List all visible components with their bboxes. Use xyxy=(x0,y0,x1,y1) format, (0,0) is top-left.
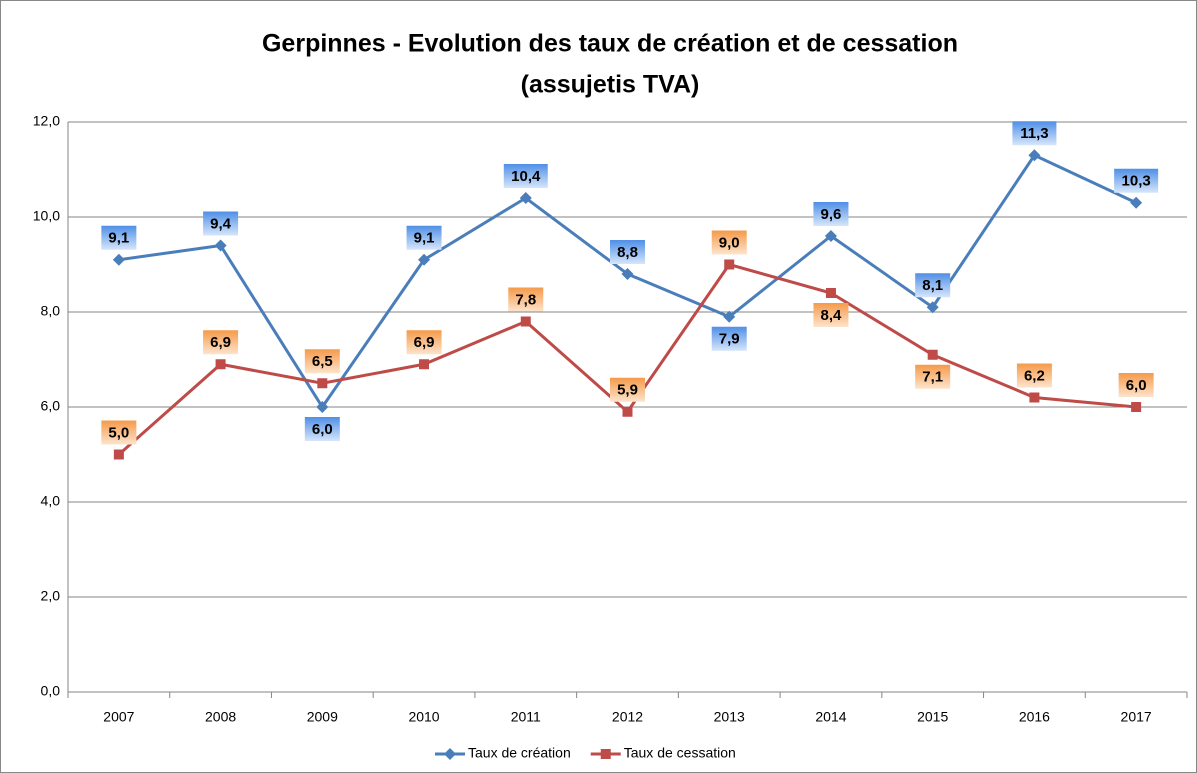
y-tick-label: 2,0 xyxy=(41,588,61,604)
marker xyxy=(621,268,634,280)
marker xyxy=(724,259,735,270)
data-label: 8,8 xyxy=(617,244,638,261)
x-tick-label: 2010 xyxy=(408,709,439,725)
marker xyxy=(316,401,329,413)
legend-label: Taux de cessation xyxy=(624,745,736,761)
marker xyxy=(824,230,837,242)
marker xyxy=(622,406,633,417)
data-label: 10,4 xyxy=(511,168,541,185)
chart-title: (assujetis TVA) xyxy=(521,71,700,99)
data-label: 10,3 xyxy=(1122,173,1151,190)
data-label-box xyxy=(508,287,544,312)
y-tick-label: 8,0 xyxy=(41,303,61,319)
data-label: 8,4 xyxy=(821,307,843,324)
marker xyxy=(1130,196,1143,209)
data-label: 6,5 xyxy=(312,353,333,370)
marker xyxy=(1131,402,1142,412)
marker xyxy=(214,239,227,252)
marker xyxy=(825,288,836,298)
marker xyxy=(519,192,532,204)
data-label-box xyxy=(203,330,239,355)
legend-label: Taux de création xyxy=(468,745,571,761)
data-label-box xyxy=(406,225,442,250)
y-tick-label: 4,0 xyxy=(41,493,61,509)
data-label-box xyxy=(1114,168,1159,193)
data-label-box xyxy=(915,273,951,298)
data-label: 9,1 xyxy=(414,230,435,247)
data-label-box xyxy=(813,202,849,226)
marker xyxy=(113,449,124,460)
marker xyxy=(723,310,736,323)
marker xyxy=(520,316,531,327)
data-label-box xyxy=(1016,363,1052,388)
y-tick-label: 12,0 xyxy=(33,113,60,129)
data-label-box xyxy=(1012,121,1057,146)
data-label-box xyxy=(503,164,548,188)
data-label-box xyxy=(1118,373,1154,397)
data-label: 9,6 xyxy=(821,206,842,223)
data-label: 6,2 xyxy=(1024,367,1045,384)
marker xyxy=(927,349,938,360)
x-tick-label: 2017 xyxy=(1121,709,1152,725)
data-label-box xyxy=(610,377,645,402)
x-tick-label: 2012 xyxy=(612,709,643,725)
data-label: 6,9 xyxy=(210,334,231,351)
x-tick-label: 2013 xyxy=(714,709,745,725)
data-label-box xyxy=(813,303,849,327)
data-label: 9,1 xyxy=(108,230,129,247)
data-label-box xyxy=(101,420,137,445)
marker xyxy=(444,748,456,760)
x-tick-label: 2014 xyxy=(815,709,846,725)
data-label: 9,4 xyxy=(210,215,232,232)
data-label-box xyxy=(304,349,340,374)
data-label: 11,3 xyxy=(1020,125,1048,142)
y-tick-label: 6,0 xyxy=(41,398,61,414)
data-label: 8,1 xyxy=(922,277,943,294)
marker xyxy=(317,378,328,389)
data-label: 9,0 xyxy=(719,234,740,251)
x-tick-label: 2011 xyxy=(511,709,541,725)
data-label-box xyxy=(101,225,137,250)
data-label: 5,0 xyxy=(108,424,129,441)
data-label-box xyxy=(610,240,645,264)
data-label-box xyxy=(711,326,747,351)
y-tick-label: 0,0 xyxy=(41,683,61,699)
x-tick-label: 2008 xyxy=(205,709,236,725)
marker xyxy=(1028,149,1041,162)
data-label-box xyxy=(406,330,442,355)
data-label: 6,0 xyxy=(1126,377,1147,394)
data-label-box xyxy=(915,364,951,389)
marker xyxy=(926,301,939,314)
x-tick-label: 2015 xyxy=(917,709,948,725)
marker xyxy=(112,253,125,266)
data-label-box xyxy=(711,230,747,255)
data-label: 7,1 xyxy=(922,369,943,386)
data-label-box xyxy=(304,417,340,441)
marker xyxy=(419,359,430,370)
chart-title: Gerpinnes - Evolution des taux de créati… xyxy=(262,30,958,58)
marker xyxy=(418,253,431,266)
data-label: 7,9 xyxy=(719,331,740,348)
x-tick-label: 2016 xyxy=(1019,709,1050,725)
data-label-box xyxy=(203,211,239,236)
marker xyxy=(1029,392,1040,403)
x-tick-label: 2009 xyxy=(307,709,338,725)
y-tick-label: 10,0 xyxy=(33,208,60,224)
data-label: 6,0 xyxy=(312,421,333,438)
marker xyxy=(215,359,226,370)
marker xyxy=(600,749,611,759)
data-label: 5,9 xyxy=(617,382,638,399)
x-tick-label: 2007 xyxy=(103,709,134,725)
data-label: 6,9 xyxy=(414,334,435,351)
data-label: 7,8 xyxy=(515,291,536,308)
